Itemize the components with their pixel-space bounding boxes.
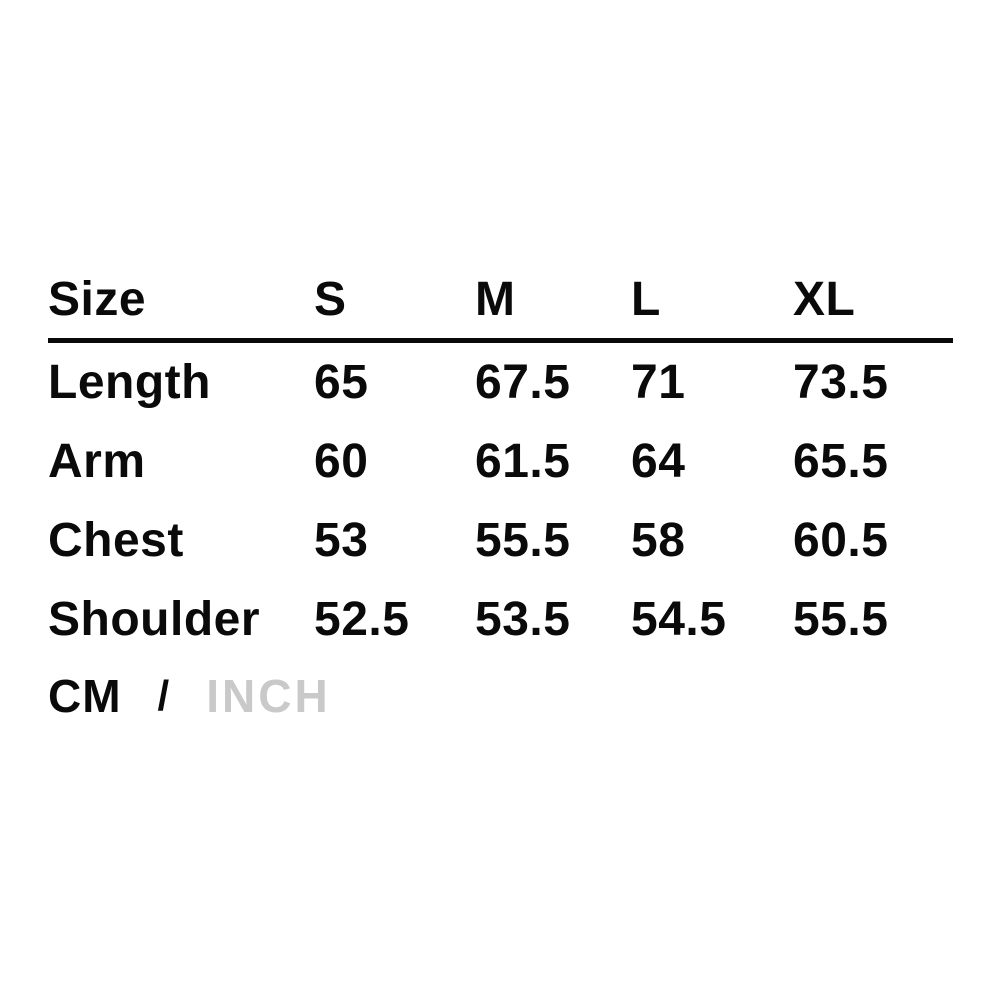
measurement-value: 60.5	[793, 514, 889, 567]
measurement-value: 53	[314, 514, 369, 567]
measurement-value: 55.5	[475, 514, 571, 567]
measurement-value: 65.5	[793, 435, 889, 488]
measurement-value: 60	[314, 435, 369, 488]
table-row-arm: Arm 60 61.5 64 65.5	[48, 422, 953, 501]
measurement-value: 73.5	[793, 356, 889, 409]
row-label: Arm	[48, 435, 146, 488]
measurement-value: 54.5	[631, 593, 727, 646]
column-header-size: Size	[48, 260, 314, 343]
row-label: Length	[48, 356, 211, 409]
measurement-value: 61.5	[475, 435, 571, 488]
measurement-value: 67.5	[475, 356, 571, 409]
measurement-value: 53.5	[475, 593, 571, 646]
size-chart-body: Length 65 67.5 71 73.5 Arm 60 61.5 64 65…	[48, 341, 953, 660]
size-chart-table: Size S M L XL Length 65 67.5 71 73.5 Arm…	[48, 260, 953, 659]
cm-unit-button[interactable]: CM	[48, 670, 122, 722]
measurement-value: 58	[631, 514, 686, 567]
column-header-m: M	[475, 260, 631, 343]
unit-toggle: CM / INCH	[48, 658, 331, 734]
table-row-chest: Chest 53 55.5 58 60.5	[48, 501, 953, 580]
row-label: Shoulder	[48, 593, 261, 646]
measurement-value: 55.5	[793, 593, 889, 646]
column-header-xl: XL	[793, 260, 953, 343]
measurement-value: 71	[631, 356, 686, 409]
table-row-length: Length 65 67.5 71 73.5	[48, 341, 953, 423]
measurement-value: 52.5	[314, 593, 410, 646]
unit-separator: /	[157, 672, 171, 719]
row-label: Chest	[48, 514, 184, 567]
column-header-s: S	[314, 260, 475, 343]
measurement-value: 65	[314, 356, 369, 409]
inch-unit-button[interactable]: INCH	[206, 670, 331, 722]
header-row: Size S M L XL	[48, 260, 953, 343]
table-row-shoulder: Shoulder 52.5 53.5 54.5 55.5	[48, 580, 953, 659]
size-chart-header: Size S M L XL	[48, 260, 953, 343]
measurement-value: 64	[631, 435, 686, 488]
column-header-l: L	[631, 260, 793, 343]
